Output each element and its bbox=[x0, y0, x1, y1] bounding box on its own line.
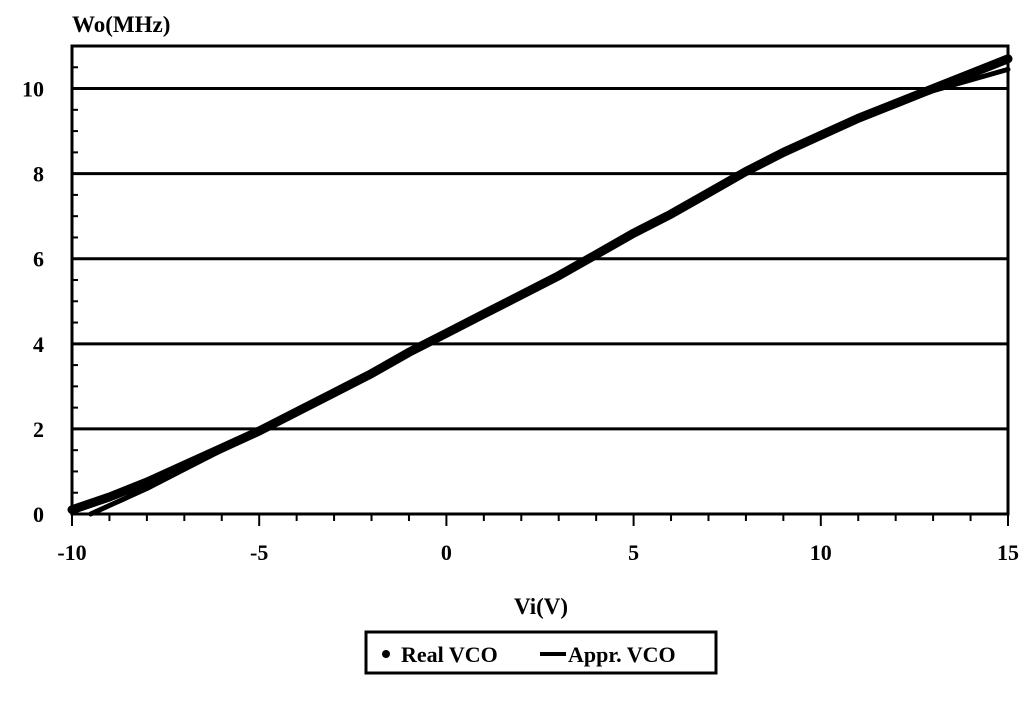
y-tick-label: 2 bbox=[33, 417, 44, 442]
series-line-appr-vco bbox=[88, 66, 1011, 517]
x-tick-label: -10 bbox=[57, 540, 86, 565]
y-axis-title: Wo(MHz) bbox=[72, 12, 170, 37]
gridlines bbox=[72, 87, 1008, 431]
legend-label-appr-vco: Appr. VCO bbox=[568, 642, 676, 667]
x-tick-label: 10 bbox=[810, 540, 832, 565]
y-tick-label: 8 bbox=[33, 162, 44, 187]
series-layer bbox=[67, 54, 1013, 517]
legend-label-real-vco: Real VCO bbox=[401, 642, 498, 667]
legend: Real VCO Appr. VCO bbox=[364, 630, 718, 675]
x-tick-label: -5 bbox=[250, 540, 268, 565]
y-tick-label: 0 bbox=[33, 502, 44, 527]
y-tick-label: 10 bbox=[22, 77, 44, 102]
plot-frame bbox=[70, 44, 1010, 516]
x-tick-label: 0 bbox=[441, 540, 452, 565]
y-tick-label: 6 bbox=[33, 247, 44, 272]
x-tick-label: 15 bbox=[997, 540, 1019, 565]
legend-marker-real-vco bbox=[382, 650, 390, 658]
x-tick-label: 5 bbox=[628, 540, 639, 565]
legend-box bbox=[364, 630, 718, 675]
tick-labels: 0 2 4 6 8 10 -10 -5 0 5 10 15 bbox=[22, 77, 1019, 565]
y-tick-label: 4 bbox=[33, 332, 44, 357]
x-axis-title: Vi(V) bbox=[514, 594, 568, 619]
